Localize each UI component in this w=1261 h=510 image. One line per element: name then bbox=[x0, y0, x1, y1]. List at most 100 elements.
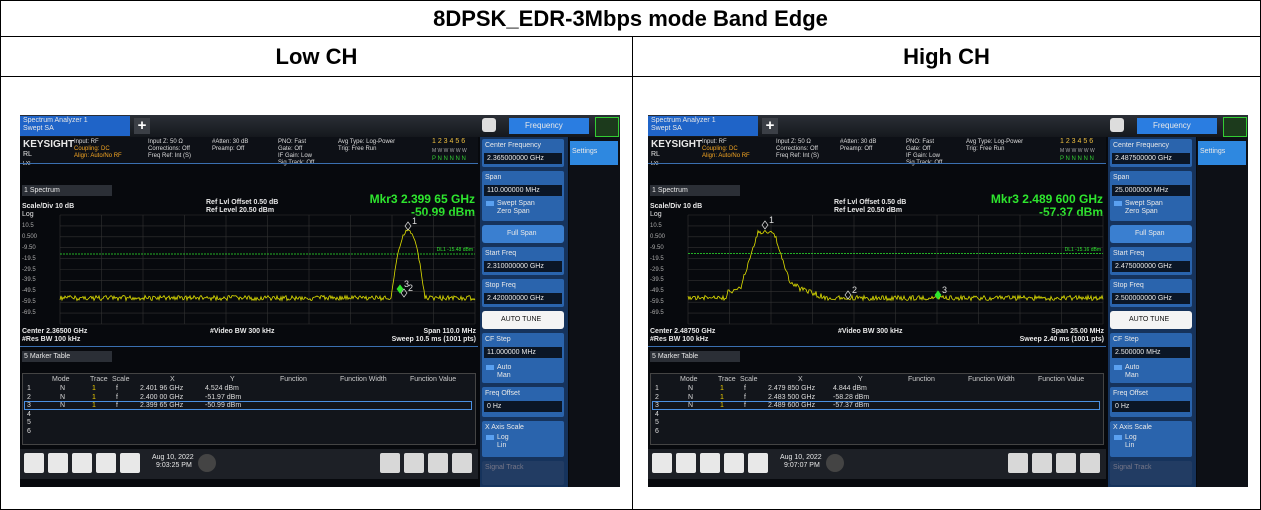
softkey[interactable] bbox=[1110, 171, 1192, 221]
tool-button[interactable] bbox=[404, 453, 424, 473]
menu-button[interactable] bbox=[509, 118, 589, 134]
table-header: Function Value bbox=[1038, 376, 1085, 383]
softkey-button[interactable] bbox=[1110, 311, 1192, 329]
table-cell: 5 bbox=[655, 419, 659, 427]
value-field[interactable] bbox=[484, 293, 562, 304]
table-cell: 1 bbox=[720, 393, 724, 401]
value-field[interactable] bbox=[484, 347, 562, 358]
tool-button[interactable] bbox=[380, 453, 400, 473]
softkey-button[interactable] bbox=[482, 225, 564, 243]
value-field[interactable] bbox=[1112, 293, 1190, 304]
softkey[interactable] bbox=[1110, 333, 1192, 383]
softkey[interactable] bbox=[482, 421, 564, 457]
table-cell: N bbox=[688, 385, 694, 392]
table-cell: 3 bbox=[27, 402, 31, 410]
info-text: Input Z: 50 Ω bbox=[776, 139, 811, 145]
softkey-option: Man bbox=[1125, 372, 1139, 379]
taskbar-button[interactable] bbox=[48, 453, 68, 473]
softkey[interactable] bbox=[482, 171, 564, 221]
table-select[interactable] bbox=[22, 351, 112, 362]
taskbar-button[interactable] bbox=[24, 453, 44, 473]
settings-gear[interactable] bbox=[1110, 118, 1124, 132]
softkey bbox=[482, 461, 564, 485]
add-button[interactable]: + bbox=[134, 118, 150, 134]
taskbar-button[interactable] bbox=[72, 453, 92, 473]
marker-label: 1 bbox=[412, 216, 417, 226]
tab[interactable] bbox=[20, 116, 130, 136]
table-cell: 5 bbox=[27, 419, 31, 427]
value-field[interactable] bbox=[484, 185, 562, 196]
softkey[interactable] bbox=[482, 333, 564, 383]
value-field[interactable] bbox=[484, 153, 562, 164]
softkey-option: Swept Span bbox=[1125, 200, 1163, 207]
info-text: Trig: Free Run bbox=[338, 146, 377, 152]
taskbar-button[interactable] bbox=[96, 453, 116, 473]
table-cell: 1 bbox=[92, 402, 96, 410]
trace-indicator: M W W W W W bbox=[432, 148, 467, 154]
marker bbox=[404, 221, 412, 231]
taskbar-button[interactable] bbox=[652, 453, 672, 473]
tool-button[interactable] bbox=[1032, 453, 1052, 473]
tab-mode: Swept SA bbox=[651, 125, 682, 132]
tool-button[interactable] bbox=[428, 453, 448, 473]
table-cell: 1 bbox=[720, 402, 724, 410]
softkey-label: X Axis Scale bbox=[1113, 424, 1152, 431]
table-cell: f bbox=[116, 385, 118, 392]
tool-button[interactable] bbox=[452, 453, 472, 473]
softkey[interactable] bbox=[1110, 421, 1192, 457]
info-text: Input: RF bbox=[702, 139, 727, 145]
menu-button[interactable] bbox=[1137, 118, 1217, 134]
plot: 1 2 3 bbox=[687, 214, 1104, 325]
softkey-button[interactable] bbox=[1110, 225, 1192, 243]
taskbar-button[interactable] bbox=[676, 453, 696, 473]
y-tick-label: -49.5 bbox=[650, 288, 664, 295]
table-header: Function bbox=[908, 376, 935, 383]
window-select[interactable] bbox=[650, 185, 740, 196]
settings-tab[interactable] bbox=[1198, 141, 1246, 165]
info-text: Trig: Free Run bbox=[966, 146, 1005, 152]
value-field[interactable] bbox=[1112, 185, 1190, 196]
value-field[interactable] bbox=[484, 401, 562, 412]
table-header: Mode bbox=[52, 376, 70, 383]
marker bbox=[761, 220, 769, 230]
screenshot: Spectrum Analyzer 1 Swept SA + Frequency KEY… bbox=[20, 115, 620, 487]
softkey-value: 11.000000 MHz bbox=[487, 349, 536, 356]
table-cell: N bbox=[60, 385, 66, 392]
softkey-value: 2.310000000 GHz bbox=[487, 263, 544, 270]
radio bbox=[1114, 435, 1122, 440]
softkey-label: Signal Track bbox=[485, 464, 524, 471]
ref-level: Ref Level 20.50 dBm bbox=[834, 207, 903, 214]
marker-table bbox=[22, 373, 476, 445]
table-select[interactable] bbox=[650, 351, 740, 362]
softkey-label: Stop Freq bbox=[1113, 282, 1144, 289]
y-tick-label: 10.5 bbox=[22, 222, 34, 229]
table-cell: 1 bbox=[27, 385, 31, 392]
value-field[interactable] bbox=[484, 261, 562, 272]
taskbar-button[interactable] bbox=[700, 453, 720, 473]
tool-button[interactable] bbox=[1008, 453, 1028, 473]
tool-button[interactable] bbox=[1056, 453, 1076, 473]
taskbar-button[interactable] bbox=[724, 453, 744, 473]
y-tick-label: -29.5 bbox=[650, 266, 664, 273]
taskbar-button[interactable] bbox=[748, 453, 768, 473]
window-select[interactable] bbox=[22, 185, 112, 196]
tool-button[interactable] bbox=[1080, 453, 1100, 473]
value-field[interactable] bbox=[1112, 153, 1190, 164]
settings-tab[interactable] bbox=[570, 141, 618, 165]
tab[interactable] bbox=[648, 116, 758, 136]
settings-gear[interactable] bbox=[482, 118, 496, 132]
y-tick-label: -49.5 bbox=[22, 288, 36, 295]
top-bar bbox=[648, 115, 1248, 137]
add-button[interactable]: + bbox=[762, 118, 778, 134]
value-field[interactable] bbox=[1112, 261, 1190, 272]
value-field[interactable] bbox=[1112, 401, 1190, 412]
value-field[interactable] bbox=[1112, 347, 1190, 358]
rl-label: RL bbox=[651, 151, 660, 158]
softkey-button[interactable] bbox=[482, 311, 564, 329]
radio bbox=[1114, 201, 1122, 206]
table-cell: 4 bbox=[27, 410, 31, 418]
screenshot: Spectrum Analyzer 1 Swept SA + Frequency KEY… bbox=[648, 115, 1248, 487]
y-tick-label: -69.5 bbox=[650, 310, 664, 317]
taskbar-button[interactable] bbox=[120, 453, 140, 473]
